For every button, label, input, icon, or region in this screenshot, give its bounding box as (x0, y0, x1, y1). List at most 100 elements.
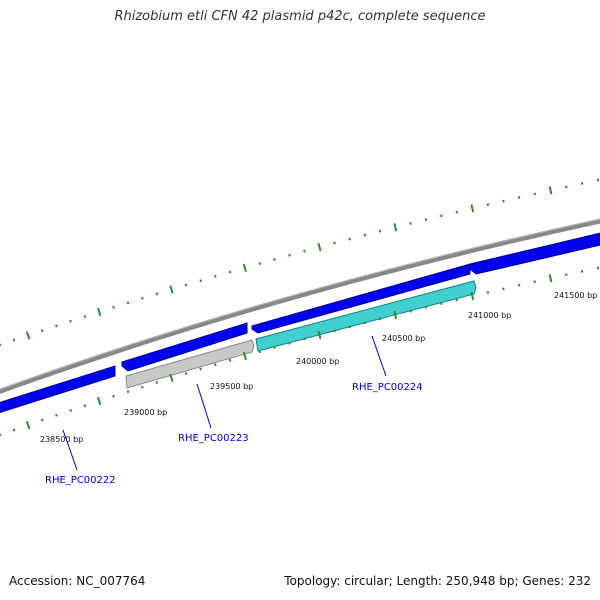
outer-ring-minor-tick (155, 292, 159, 296)
ruler-label-240000: 240000 bp (296, 357, 339, 366)
inner-ring-minor-tick (126, 390, 130, 394)
accession-text: Accession: NC_007764 (9, 574, 146, 588)
inner-ring-minor-tick (424, 305, 428, 309)
inner-ring-minor-tick (348, 325, 351, 329)
inner-ring-major-tick (470, 291, 475, 301)
ruler-label-241000: 241000 bp (468, 311, 511, 320)
outer-ring-minor-tick (378, 229, 382, 233)
outer-ring-major-tick (25, 331, 31, 340)
outer-ring-minor-tick (214, 274, 217, 278)
inner-ring-minor-tick (112, 394, 115, 398)
topology-summary: Topology: circular; Length: 250,948 bp; … (284, 574, 591, 588)
inner-ring-minor-tick (12, 428, 16, 432)
outer-ring-minor-tick (455, 210, 459, 214)
reverse-feature-grey[interactable] (125, 339, 255, 389)
ruler-label-240500: 240500 bp (382, 334, 425, 343)
ruler-label-239000: 239000 bp (124, 408, 167, 417)
outer-ring-minor-tick (199, 279, 202, 283)
inner-ring-minor-tick (199, 367, 202, 371)
inner-ring-minor-tick (533, 280, 537, 284)
inner-ring-minor-tick (378, 317, 382, 321)
outer-ring-minor-tick (486, 203, 490, 207)
inner-ring-minor-tick (258, 350, 261, 354)
ruler-label-238500: 238500 bp (40, 435, 83, 444)
outer-tick-ring (0, 178, 600, 347)
outer-ring-minor-tick (565, 185, 568, 189)
inner-ring-major-tick (393, 310, 398, 320)
outer-ring-minor-tick (141, 296, 144, 300)
outer-ring-minor-tick (83, 315, 87, 319)
inner-ring-minor-tick (214, 363, 217, 367)
ruler-label-239500: 239500 bp (210, 382, 253, 391)
inner-ring-minor-tick (486, 291, 490, 294)
outer-ring-minor-tick (363, 233, 367, 237)
inner-ring-minor-tick (502, 287, 505, 291)
gene-label-rhe-pc00224[interactable]: RHE_PC00224 (352, 382, 423, 393)
outer-ring-major-tick (548, 186, 553, 195)
outer-ring-minor-tick (288, 253, 291, 257)
inner-ring-minor-tick (228, 358, 232, 362)
outer-ring-minor-tick (55, 324, 58, 328)
forward-feature-2[interactable] (121, 322, 248, 372)
gene-leader-rhe-pc00223 (196, 383, 212, 429)
inner-ring-minor-tick (440, 302, 443, 305)
outer-ring-minor-tick (303, 249, 306, 253)
outer-ring-minor-tick (517, 196, 521, 199)
map-title: Rhizobium etli CFN 42 plasmid p42c, comp… (114, 9, 486, 24)
inner-ring-major-tick (169, 373, 174, 383)
inner-ring-minor-tick (69, 409, 72, 412)
outer-ring-minor-tick (502, 199, 505, 203)
reverse-feature-teal[interactable] (255, 280, 477, 352)
inner-ring-major-tick (96, 396, 102, 406)
inner-ring-minor-tick (363, 321, 367, 325)
inner-ring-minor-tick (288, 341, 291, 345)
gene-label-rhe-pc00222[interactable]: RHE_PC00222 (45, 475, 116, 486)
inner-ring-minor-tick (517, 283, 521, 287)
inner-ring-minor-tick (184, 372, 188, 375)
forward-feature-1[interactable] (0, 365, 116, 414)
outer-ring-minor-tick (184, 283, 188, 287)
inner-ring-major-tick (548, 274, 553, 283)
outer-ring-minor-tick (258, 262, 261, 265)
inner-ring-minor-tick (409, 309, 412, 313)
outer-ring-minor-tick (273, 257, 276, 261)
outer-ring-minor-tick (596, 178, 600, 182)
outer-ring-major-tick (96, 307, 102, 317)
outer-ring-minor-tick (580, 182, 584, 185)
outer-ring-minor-tick (69, 319, 72, 323)
outer-ring-major-tick (242, 263, 247, 272)
inner-ring-minor-tick (83, 404, 87, 408)
forward-feature-4[interactable] (469, 232, 600, 275)
outer-ring-minor-tick (440, 214, 443, 218)
outer-ring-minor-tick (409, 222, 412, 225)
outer-ring-minor-tick (333, 241, 336, 245)
inner-ring-minor-tick (565, 273, 568, 277)
outer-ring-minor-tick (424, 218, 428, 221)
outer-ring-minor-tick (12, 338, 16, 342)
inner-ring-major-tick (317, 330, 322, 340)
outer-ring-minor-tick (348, 237, 351, 241)
forward-feature-3[interactable] (251, 263, 471, 334)
gene-leader-rhe-pc00222 (62, 429, 78, 471)
inner-ring-minor-tick (155, 381, 159, 384)
inner-tick-ring (0, 266, 600, 437)
outer-ring-minor-tick (126, 301, 130, 305)
sequence-backbone (0, 218, 600, 394)
inner-ring-minor-tick (580, 269, 584, 273)
outer-ring-major-tick (317, 242, 322, 252)
inner-ring-minor-tick (303, 337, 306, 341)
inner-ring-minor-tick (55, 413, 58, 417)
outer-ring-major-tick (169, 285, 174, 294)
inner-ring-major-tick (25, 420, 31, 430)
outer-ring-minor-tick (228, 270, 232, 274)
outer-ring-minor-tick (40, 329, 44, 333)
outer-ring-minor-tick (112, 305, 115, 309)
inner-ring-minor-tick (40, 418, 44, 422)
inner-ring-major-tick (242, 351, 247, 361)
inner-ring-minor-tick (333, 329, 336, 333)
outer-ring-major-tick (470, 204, 475, 213)
gene-label-rhe-pc00223[interactable]: RHE_PC00223 (178, 433, 249, 444)
gene-leader-rhe-pc00224 (371, 335, 387, 377)
outer-ring-major-tick (393, 223, 398, 232)
